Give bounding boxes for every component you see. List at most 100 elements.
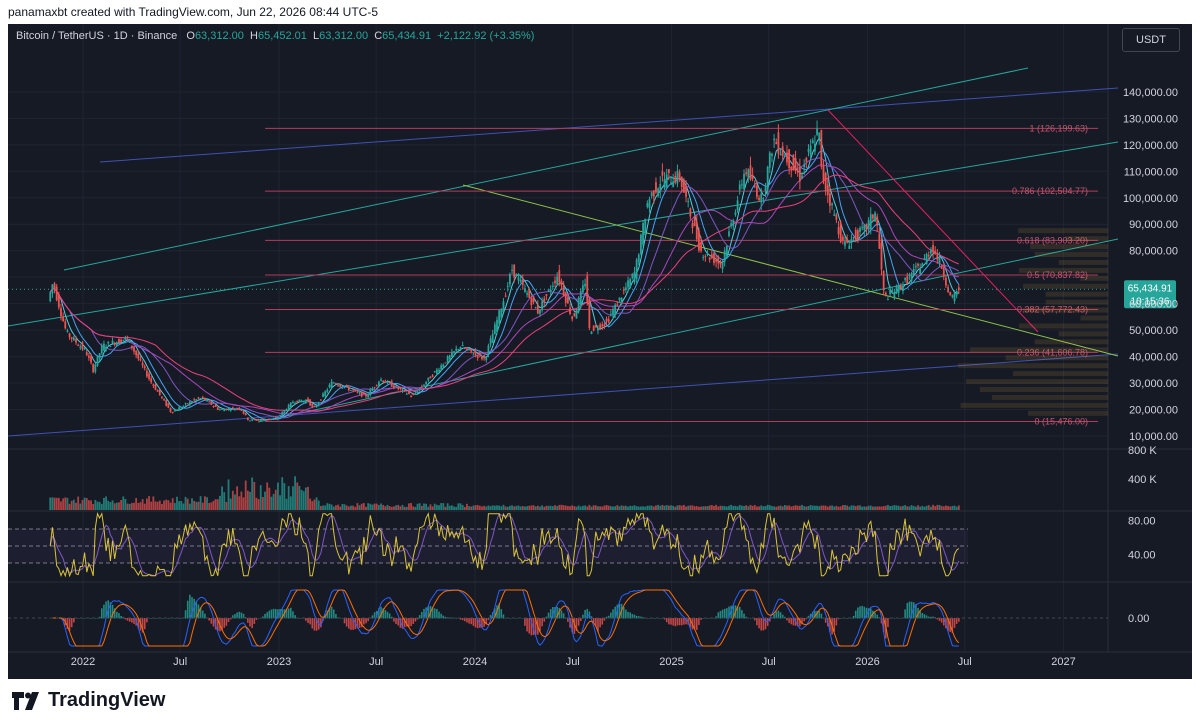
candle-body bbox=[859, 228, 861, 232]
volume-bar bbox=[399, 506, 402, 510]
candle-body bbox=[627, 280, 629, 288]
candle-body bbox=[835, 214, 838, 220]
macd-histogram-bar bbox=[839, 618, 842, 619]
macd-histogram-bar bbox=[887, 618, 889, 628]
volume-bar bbox=[77, 496, 80, 510]
candle-body bbox=[412, 394, 415, 396]
macd-histogram-bar bbox=[575, 618, 578, 631]
candle-body bbox=[311, 403, 314, 407]
candle-body bbox=[760, 193, 763, 203]
candle-body bbox=[485, 356, 488, 361]
macd-histogram-bar bbox=[814, 610, 816, 619]
volume-bar bbox=[612, 506, 614, 510]
candle-body bbox=[880, 242, 883, 270]
macd-histogram-bar bbox=[350, 618, 352, 630]
volume-bar bbox=[515, 505, 518, 510]
macd-histogram-bar bbox=[227, 618, 230, 623]
macd-histogram-bar bbox=[360, 618, 363, 628]
volume-bar bbox=[833, 506, 836, 510]
volume-bar bbox=[725, 506, 728, 510]
macd-histogram-bar bbox=[837, 618, 840, 620]
volume-bar bbox=[274, 489, 277, 510]
volume-bar bbox=[414, 506, 417, 510]
volume-bar bbox=[655, 505, 657, 510]
volume-bar bbox=[234, 494, 236, 510]
volume-bar bbox=[517, 505, 520, 510]
volume-bar bbox=[569, 506, 571, 510]
volume-bar bbox=[496, 505, 498, 510]
candle-body bbox=[375, 384, 378, 386]
currency-button[interactable]: USDT bbox=[1122, 28, 1180, 52]
candle-body bbox=[511, 269, 513, 271]
candle-body bbox=[740, 184, 743, 186]
candle-body bbox=[410, 396, 412, 398]
candle-body bbox=[904, 278, 907, 280]
macd-histogram-bar bbox=[274, 609, 277, 619]
volume-bar bbox=[504, 506, 507, 510]
candle-body bbox=[562, 285, 565, 296]
macd-histogram-bar bbox=[781, 614, 784, 619]
macd-histogram-bar bbox=[270, 609, 273, 619]
volume-bar bbox=[635, 506, 638, 510]
candle-body bbox=[532, 296, 535, 303]
candle-body bbox=[491, 333, 494, 343]
candle-body bbox=[551, 285, 554, 287]
volume-bar bbox=[249, 491, 251, 510]
candle-body bbox=[839, 222, 842, 242]
candle-body bbox=[637, 254, 640, 262]
volume-bar bbox=[592, 505, 595, 510]
volume-bar bbox=[442, 503, 445, 510]
candle-body bbox=[771, 153, 773, 156]
candle-body bbox=[807, 149, 810, 152]
macd-histogram-bar bbox=[852, 615, 855, 619]
macd-histogram-bar bbox=[167, 618, 170, 619]
candle-body bbox=[685, 185, 687, 197]
tradingview-logo[interactable]: TradingView bbox=[12, 689, 165, 712]
candle-body bbox=[367, 394, 370, 398]
chart-canvas[interactable]: 1 (126,199.63) 0.786 (102,504.77) 0.618 (8… bbox=[8, 24, 1192, 679]
volume-bar bbox=[178, 501, 181, 510]
macd-histogram-bar bbox=[882, 618, 885, 633]
candle-body bbox=[341, 387, 344, 389]
volume-bar bbox=[856, 505, 859, 510]
volume-bar bbox=[384, 506, 387, 510]
candle-body bbox=[682, 180, 685, 193]
candle-body bbox=[365, 394, 367, 397]
macd-histogram-bar bbox=[958, 618, 960, 622]
volume-bar bbox=[872, 506, 874, 510]
macd-histogram-bar bbox=[268, 610, 271, 619]
volume-bar bbox=[476, 505, 479, 510]
candle-body bbox=[876, 216, 879, 226]
macd-histogram-bar bbox=[663, 618, 666, 620]
volume-bar bbox=[955, 506, 958, 510]
volume-bar bbox=[352, 505, 355, 510]
volume-bar bbox=[324, 505, 327, 510]
chart-panel[interactable]: 1 (126,199.63) 0.786 (102,504.77) 0.618 (8… bbox=[8, 24, 1192, 679]
candle-body bbox=[227, 408, 230, 410]
candle-body bbox=[775, 142, 778, 145]
volume-bar bbox=[382, 504, 385, 510]
macd-histogram-bar bbox=[483, 618, 485, 627]
candle-body bbox=[605, 318, 608, 322]
macd-histogram-bar bbox=[423, 608, 425, 619]
volume-bar bbox=[854, 506, 857, 510]
volume-bar bbox=[313, 499, 316, 510]
ohlc-legend: Bitcoin / TetherUS · 1D · Binance O63,31… bbox=[16, 30, 534, 42]
macd-histogram-bar bbox=[272, 608, 275, 619]
volume-bar bbox=[558, 504, 561, 510]
candle-body bbox=[285, 409, 288, 411]
volume-bar bbox=[921, 505, 924, 510]
volume-profile-bar bbox=[966, 379, 1108, 385]
volume-bar bbox=[575, 506, 578, 510]
macd-histogram-bar bbox=[433, 608, 436, 619]
macd-histogram-bar bbox=[775, 611, 778, 619]
volume-bar bbox=[362, 503, 365, 510]
volume-bar bbox=[423, 503, 425, 510]
candle-body bbox=[861, 227, 864, 229]
price-axis-label: 110,000.00 bbox=[1124, 166, 1178, 178]
fib-level-label: 1 (126,199.63) bbox=[1029, 123, 1088, 133]
macd-histogram-bar bbox=[408, 618, 410, 627]
volume-bar bbox=[461, 504, 464, 510]
volume-bar bbox=[405, 506, 408, 510]
volume-bar bbox=[850, 505, 853, 510]
